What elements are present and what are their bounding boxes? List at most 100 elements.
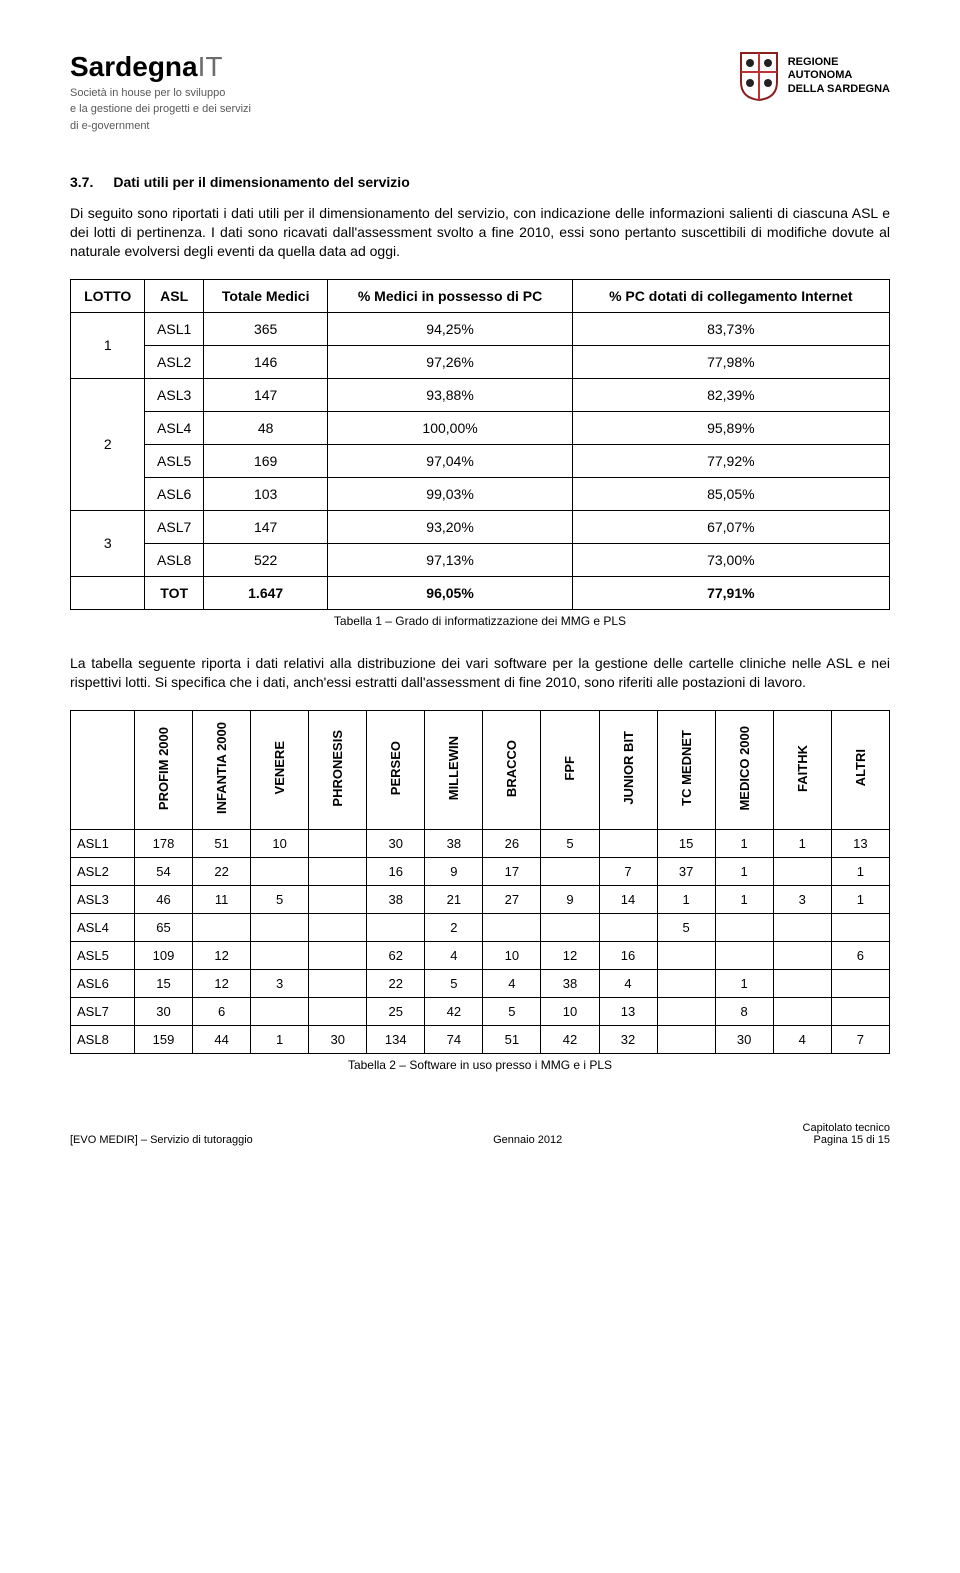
t1-cell: ASL4 <box>145 411 203 444</box>
t2-cell <box>483 913 541 941</box>
section-heading: 3.7. Dati utili per il dimensionamento d… <box>70 174 890 190</box>
region-crest-icon <box>738 50 780 102</box>
t1-h-asl: ASL <box>145 279 203 312</box>
t2-cell <box>657 1025 715 1053</box>
t2-cell <box>599 913 657 941</box>
t2-cell: 25 <box>367 997 425 1025</box>
t1-cell: ASL2 <box>145 345 203 378</box>
brand-main: Sardegna <box>70 51 198 82</box>
t1-cell: 99,03% <box>328 477 572 510</box>
t2-cell: 27 <box>483 885 541 913</box>
t2-cell: 1 <box>715 969 773 997</box>
t2-cell: 1 <box>715 857 773 885</box>
t1-total-label: TOT <box>145 576 203 609</box>
t2-row-label: ASL7 <box>71 997 135 1025</box>
t2-cell: 10 <box>541 997 599 1025</box>
brand-name: SardegnaIT <box>70 50 251 84</box>
t2-col-header: MEDICO 2000 <box>715 710 773 829</box>
t1-total-cell: 1.647 <box>203 576 328 609</box>
t2-cell: 1 <box>831 857 889 885</box>
t2-cell: 7 <box>831 1025 889 1053</box>
t2-cell: 22 <box>367 969 425 997</box>
t2-cell <box>599 829 657 857</box>
t1-cell: 522 <box>203 543 328 576</box>
t2-col-header: MILLEWIN <box>425 710 483 829</box>
t2-cell <box>773 997 831 1025</box>
t2-col-header: PROFIM 2000 <box>135 710 193 829</box>
t2-cell: 15 <box>657 829 715 857</box>
section-number: 3.7. <box>70 174 93 190</box>
t2-cell: 44 <box>193 1025 251 1053</box>
t2-col-header: FAITHK <box>773 710 831 829</box>
t2-cell: 62 <box>367 941 425 969</box>
t2-cell: 30 <box>135 997 193 1025</box>
t2-cell: 134 <box>367 1025 425 1053</box>
t2-cell: 38 <box>367 885 425 913</box>
table2-caption: Tabella 2 – Software in uso presso i MMG… <box>70 1058 890 1072</box>
t2-cell: 7 <box>599 857 657 885</box>
paragraph-1: Di seguito sono riportati i dati utili p… <box>70 204 890 261</box>
t2-col-header: TC MEDNET <box>657 710 715 829</box>
t2-col-header: JUNIOR BIT <box>599 710 657 829</box>
table1-caption: Tabella 1 – Grado di informatizzazione d… <box>70 614 890 628</box>
t2-cell <box>657 969 715 997</box>
t2-cell <box>251 997 309 1025</box>
t1-cell: 169 <box>203 444 328 477</box>
t2-cell <box>715 913 773 941</box>
t1-cell <box>71 576 145 609</box>
t2-col-header: INFANTIA 2000 <box>193 710 251 829</box>
brand-subline-3: di e-government <box>70 119 251 134</box>
t2-cell: 9 <box>541 885 599 913</box>
brand-block: SardegnaIT Società in house per lo svilu… <box>70 50 251 134</box>
t2-col-header: ALTRI <box>831 710 889 829</box>
t2-cell: 12 <box>541 941 599 969</box>
brand-suffix: IT <box>198 51 223 82</box>
t1-lotto-cell: 2 <box>71 378 145 510</box>
t2-cell: 16 <box>599 941 657 969</box>
t1-cell: 93,20% <box>328 510 572 543</box>
t2-cell: 5 <box>657 913 715 941</box>
document-page: SardegnaIT Società in house per lo svilu… <box>0 0 960 1176</box>
page-footer: [EVO MEDIR] – Servizio di tutoraggio Gen… <box>70 1122 890 1146</box>
t2-cell <box>715 941 773 969</box>
t2-cell: 37 <box>657 857 715 885</box>
t2-cell <box>657 997 715 1025</box>
section-title: Dati utili per il dimensionamento del se… <box>113 174 409 190</box>
t1-lotto-cell: 3 <box>71 510 145 576</box>
t1-total-cell: 77,91% <box>572 576 889 609</box>
t2-cell: 5 <box>251 885 309 913</box>
t2-cell: 74 <box>425 1025 483 1053</box>
t2-row-label: ASL6 <box>71 969 135 997</box>
t1-cell: 147 <box>203 510 328 543</box>
t2-cell: 5 <box>425 969 483 997</box>
t2-cell: 16 <box>367 857 425 885</box>
t1-h-lotto: LOTTO <box>71 279 145 312</box>
t1-cell: ASL6 <box>145 477 203 510</box>
t2-cell <box>773 941 831 969</box>
t2-cell <box>309 997 367 1025</box>
t2-row-label: ASL4 <box>71 913 135 941</box>
t2-cell: 11 <box>193 885 251 913</box>
t1-cell: 48 <box>203 411 328 444</box>
t2-cell: 1 <box>657 885 715 913</box>
t2-cell: 38 <box>541 969 599 997</box>
t1-cell: 147 <box>203 378 328 411</box>
t2-cell: 51 <box>483 1025 541 1053</box>
t2-cell: 1 <box>773 829 831 857</box>
brand-subline-2: e la gestione dei progetti e dei servizi <box>70 102 251 117</box>
t2-cell: 2 <box>425 913 483 941</box>
t2-cell: 9 <box>425 857 483 885</box>
t1-cell: ASL3 <box>145 378 203 411</box>
t1-cell: 67,07% <box>572 510 889 543</box>
t2-cell <box>251 913 309 941</box>
t2-cell: 6 <box>193 997 251 1025</box>
t2-col-header: BRACCO <box>483 710 541 829</box>
t2-cell: 10 <box>483 941 541 969</box>
region-block: REGIONE AUTONOMA DELLA SARDEGNA <box>738 50 890 102</box>
region-line-2: AUTONOMA <box>788 69 890 82</box>
paragraph-2: La tabella seguente riporta i dati relat… <box>70 654 890 692</box>
t1-cell: 365 <box>203 312 328 345</box>
t1-lotto-cell: 1 <box>71 312 145 378</box>
t2-cell: 32 <box>599 1025 657 1053</box>
t2-cell: 1 <box>715 885 773 913</box>
